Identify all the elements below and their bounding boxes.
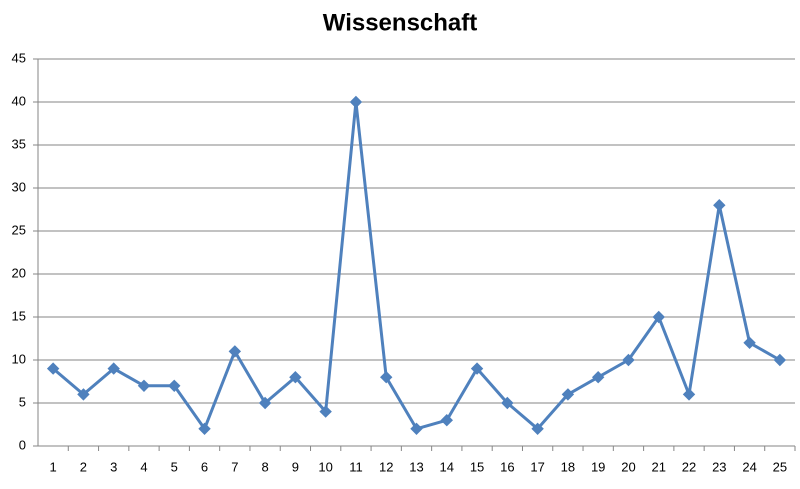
x-tick-label: 12 [379,459,393,474]
data-marker [107,362,120,375]
y-tick-label: 10 [12,351,26,366]
data-marker [228,345,242,358]
data-marker [622,353,635,367]
data-marker [319,405,332,418]
chart-title: Wissenschaft [323,9,478,36]
x-tick-label: 24 [742,459,756,474]
data-marker [773,353,787,367]
x-tick-label: 25 [773,459,787,474]
x-tick-label: 4 [140,459,147,474]
x-tick-label: 20 [621,459,635,474]
data-marker [258,396,272,410]
y-tick-label: 35 [12,136,26,151]
y-tick-label: 0 [19,437,26,452]
data-marker [743,336,756,350]
x-tick-label: 7 [231,459,238,474]
x-tick-label: 23 [712,459,726,474]
x-tick-label: 9 [292,459,299,474]
data-marker [289,370,302,384]
y-tick-label: 25 [12,222,26,237]
y-tick-label: 40 [12,93,26,108]
data-marker [682,388,696,401]
data-marker [349,95,363,109]
data-marker [380,370,393,384]
data-marker [137,379,151,393]
y-tick-label: 30 [12,179,26,194]
data-marker [46,362,60,375]
data-marker [168,379,181,393]
x-tick-label: 5 [171,459,178,474]
x-tick-label: 1 [50,459,57,474]
data-marker [652,310,665,324]
x-tick-label: 15 [470,459,484,474]
x-tick-label: 11 [349,459,363,474]
data-marker [77,388,90,401]
data-marker [198,422,211,436]
x-tick-label: 22 [682,459,696,474]
y-tick-label: 20 [12,265,26,280]
data-marker [531,422,544,436]
x-tick-label: 8 [261,459,268,474]
data-marker [591,370,605,384]
x-tick-label: 19 [591,459,605,474]
data-marker [440,413,453,427]
data-marker [501,396,514,410]
x-tick-label: 3 [110,459,117,474]
data-marker [410,422,423,436]
x-tick-label: 10 [318,459,332,474]
y-tick-label: 15 [12,308,26,323]
x-tick-label: 14 [440,459,454,474]
y-tick-label: 45 [12,50,26,65]
x-tick-label: 13 [409,459,423,474]
x-tick-label: 21 [652,459,666,474]
data-marker [470,362,484,375]
x-tick-label: 18 [561,459,575,474]
x-tick-label: 6 [201,459,208,474]
x-tick-label: 17 [530,459,544,474]
data-marker [713,198,726,212]
y-tick-label: 5 [19,394,26,409]
x-tick-label: 2 [80,459,87,474]
data-marker [561,388,575,401]
x-tick-label: 16 [500,459,514,474]
